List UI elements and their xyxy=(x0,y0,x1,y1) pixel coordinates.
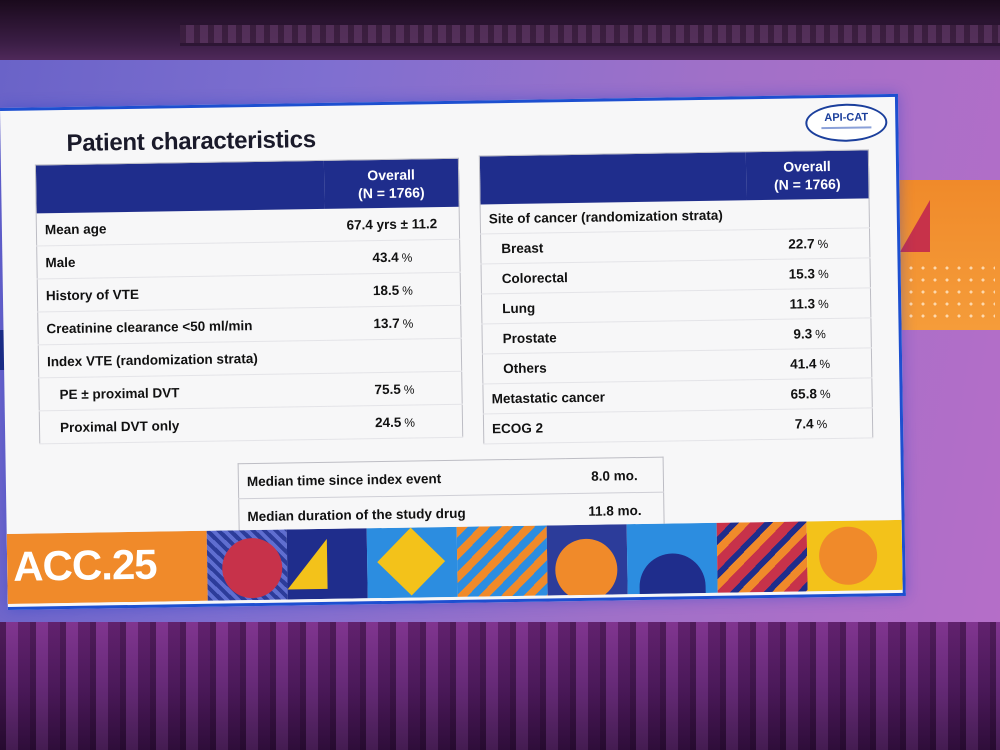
lighting-truss xyxy=(180,22,1000,46)
api-cat-logo: API-CAT xyxy=(805,103,888,143)
row-label: Prostate xyxy=(481,319,749,354)
row-value: 41.4% xyxy=(748,347,872,380)
value-unit: % xyxy=(817,297,829,312)
row-value: 43.4% xyxy=(325,239,461,275)
table-header-row: Overall (N = 1766) xyxy=(479,149,870,205)
row-value: 9.3% xyxy=(748,317,872,350)
row-value: 18.5% xyxy=(325,272,461,308)
header-line2: (N = 1766) xyxy=(357,184,425,202)
header-line1: Overall xyxy=(783,157,831,175)
row-value: 24.5% xyxy=(327,404,463,440)
pattern-stripes xyxy=(716,521,808,593)
right-cancer-table: Overall (N = 1766) Site of cancer (rando… xyxy=(478,149,874,445)
row-label: Proximal DVT only xyxy=(39,406,329,444)
row-value-empty xyxy=(326,338,462,374)
header-line1: Overall xyxy=(367,166,415,184)
row-label: Colorectal xyxy=(481,259,748,294)
row-label: ECOG 2 xyxy=(483,409,751,444)
value-unit: % xyxy=(402,316,414,331)
value-text: 9.3 xyxy=(793,326,813,342)
header-blank-cell xyxy=(479,151,747,205)
value-text: 65.8 xyxy=(790,386,818,402)
row-value: 13.7% xyxy=(326,305,462,341)
row-label: Breast xyxy=(480,229,748,264)
value-text: 43.4 xyxy=(372,249,399,265)
value-text: 13.7 xyxy=(373,315,400,331)
header-line2: (N = 1766) xyxy=(773,175,841,193)
pattern-stripes xyxy=(456,525,548,597)
value-unit: % xyxy=(816,417,828,432)
row-value: 75.5% xyxy=(327,371,463,407)
row-label: Creatinine clearance <50 ml/min xyxy=(37,307,327,345)
value-unit: % xyxy=(402,283,413,298)
value-unit: % xyxy=(401,250,413,265)
row-value: 15.3% xyxy=(747,257,871,290)
left-characteristics-table: Overall (N = 1766) Mean age 67.4 yrs ± 1… xyxy=(34,157,464,445)
row-label: Mean age xyxy=(36,208,326,246)
value-text: 7.4 xyxy=(794,416,814,432)
value-text: 11.3 xyxy=(789,296,816,312)
value-unit: % xyxy=(404,415,416,430)
acc-brand-block: ACC.25 xyxy=(6,530,208,604)
row-label: Male xyxy=(36,241,326,279)
row-value: 7.4% xyxy=(749,407,873,440)
row-group-label: Index VTE (randomization strata) xyxy=(38,340,328,378)
value-text: 18.5 xyxy=(372,282,400,298)
row-label: PE ± proximal DVT xyxy=(38,373,328,411)
value-text: 15.3 xyxy=(788,266,816,282)
value-unit: % xyxy=(817,237,829,252)
slide-title: Patient characteristics xyxy=(66,126,316,157)
acc-footer-band: ACC.25 xyxy=(6,519,903,604)
side-screen-dots xyxy=(905,262,995,322)
logo-text: API-CAT xyxy=(824,111,869,125)
table-header-row: Overall (N = 1766) xyxy=(35,158,460,214)
row-value: 67.4 yrs ± 11.2 xyxy=(324,206,460,242)
value-unit: % xyxy=(815,327,826,342)
value-text: 24.5 xyxy=(374,414,402,430)
row-value: 8.0 mo. xyxy=(565,457,664,494)
value-unit: % xyxy=(817,267,829,282)
presentation-slide: Patient characteristics API-CAT Overall … xyxy=(0,93,906,610)
header-overall: Overall (N = 1766) xyxy=(323,158,460,209)
acc-brand-text: ACC.25 xyxy=(12,540,157,590)
side-screen-triangle xyxy=(900,200,930,252)
row-label: Others xyxy=(482,349,750,384)
value-text: 67.4 yrs ± 11.2 xyxy=(346,215,438,233)
row-label: Metastatic cancer xyxy=(482,379,750,414)
row-value: 65.8% xyxy=(749,377,873,410)
value-text: 75.5 xyxy=(374,381,401,397)
header-blank-cell xyxy=(35,160,325,214)
row-label: Median time since index event xyxy=(238,458,567,499)
value-text: 41.4 xyxy=(790,356,817,372)
row-label: Lung xyxy=(481,289,749,324)
row-value: 11.3% xyxy=(747,287,871,320)
table-row: ECOG 2 7.4% xyxy=(483,407,873,444)
header-overall: Overall (N = 1766) xyxy=(745,149,870,201)
value-text: 22.7 xyxy=(788,236,815,252)
value-unit: % xyxy=(819,356,831,372)
logo-underline xyxy=(821,126,872,130)
value-unit: % xyxy=(819,386,831,402)
table-row: Proximal DVT only 24.5% xyxy=(39,404,463,444)
row-value: 22.7% xyxy=(747,227,870,260)
row-label: History of VTE xyxy=(37,274,327,312)
stage-curtain xyxy=(0,622,1000,750)
value-unit: % xyxy=(403,382,415,397)
pattern-triangle xyxy=(286,538,328,590)
bottom-duration-table: Median time since index event 8.0 mo. Me… xyxy=(237,456,665,535)
